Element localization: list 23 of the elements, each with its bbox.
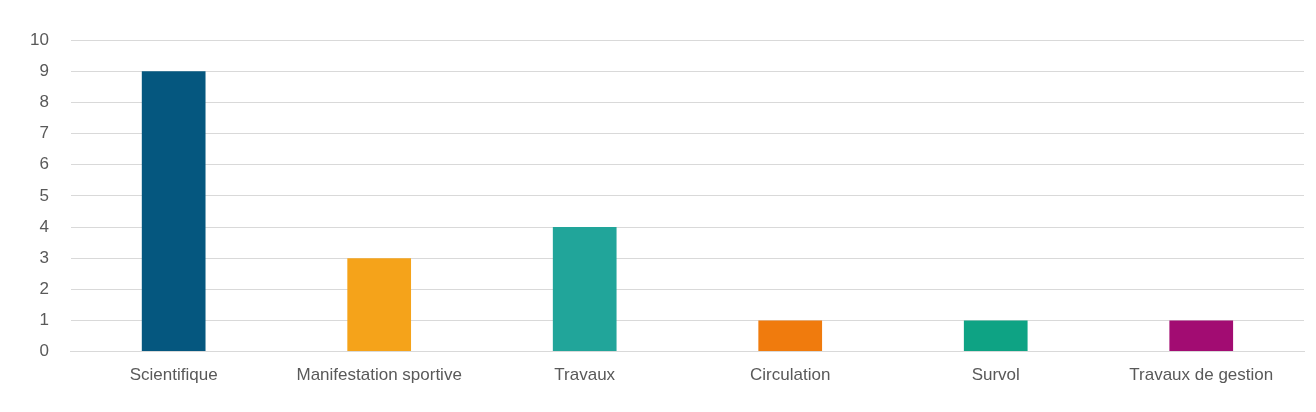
x-tick-label: Travaux de gestion bbox=[1129, 365, 1274, 385]
y-tick-label: 2 bbox=[39, 279, 49, 299]
y-tick-label: 9 bbox=[39, 61, 49, 81]
y-tick-label: 10 bbox=[29, 29, 49, 49]
y-tick-label: 5 bbox=[39, 185, 49, 205]
bar bbox=[141, 71, 206, 352]
y-tick-label: 0 bbox=[39, 341, 49, 361]
bar bbox=[758, 320, 823, 352]
bar bbox=[1169, 320, 1234, 352]
x-tick-label: Circulation bbox=[750, 365, 831, 385]
y-tick-label: 7 bbox=[39, 123, 49, 143]
x-tick-label: Survol bbox=[971, 365, 1020, 385]
bar bbox=[552, 227, 617, 352]
y-tick-label: 3 bbox=[39, 247, 49, 267]
y-tick-label: 4 bbox=[39, 216, 49, 236]
y-tick-label: 8 bbox=[39, 92, 49, 112]
x-tick-label: Travaux bbox=[554, 365, 616, 385]
y-tick-label: 1 bbox=[39, 310, 49, 330]
x-tick-label: Manifestation sportive bbox=[296, 365, 462, 385]
bar bbox=[347, 258, 412, 352]
x-tick-label: Scientifique bbox=[129, 365, 218, 385]
y-tick-label: 6 bbox=[39, 154, 49, 174]
bar bbox=[963, 320, 1028, 352]
